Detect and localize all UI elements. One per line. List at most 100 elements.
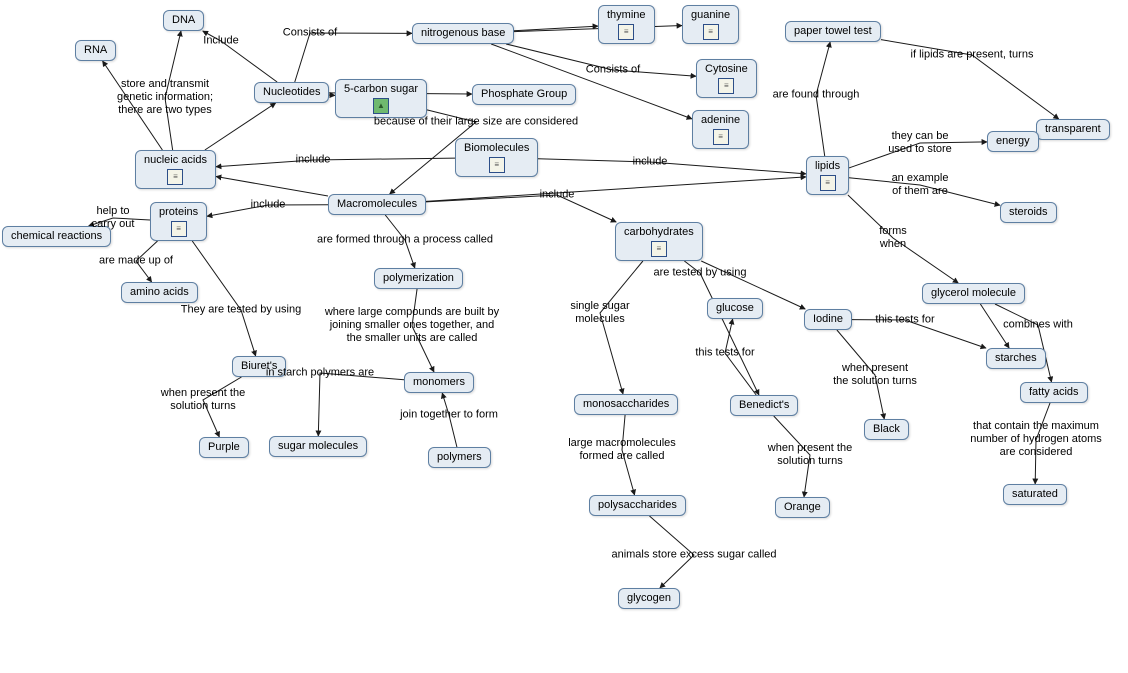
node-macromolecules[interactable]: Macromolecules	[328, 194, 426, 215]
document-icon[interactable]: ≡	[713, 129, 729, 145]
node-lipids[interactable]: lipids≡	[806, 156, 849, 195]
edge-label: this tests for	[875, 313, 934, 326]
edge-nitro_base-to-cytosine	[506, 44, 696, 76]
node-chem_react[interactable]: chemical reactions	[2, 226, 111, 247]
node-label: Nucleotides	[263, 86, 320, 99]
edge-macromolecules-to-proteins	[207, 205, 328, 217]
node-cytosine[interactable]: Cytosine≡	[696, 59, 757, 98]
edge-label: They are tested by using	[181, 303, 301, 316]
document-icon[interactable]: ≡	[651, 241, 667, 257]
edge-benedicts-to-orange	[774, 416, 810, 497]
edge-nucleic-to-rna	[103, 61, 163, 150]
edge-biomolecules-to-nucleic	[216, 158, 455, 167]
node-starches[interactable]: starches	[986, 348, 1046, 369]
document-icon[interactable]: ≡	[167, 169, 183, 185]
document-icon[interactable]: ≡	[703, 24, 719, 40]
node-label: Black	[873, 423, 900, 436]
edge-carbohydrates-to-monosacc	[600, 261, 643, 394]
edge-lipids-to-paper_towel	[816, 42, 830, 156]
node-biurets[interactable]: Biuret's	[232, 356, 286, 377]
node-nucleic[interactable]: nucleic acids≡	[135, 150, 216, 189]
node-label: Orange	[784, 501, 821, 514]
edge-label: when present the solution turns	[768, 442, 852, 468]
node-transparent[interactable]: transparent	[1036, 119, 1110, 140]
document-icon[interactable]: ≡	[489, 157, 505, 173]
node-glycogen[interactable]: glycogen	[618, 588, 680, 609]
node-rna[interactable]: RNA	[75, 40, 116, 61]
node-glycerol[interactable]: glycerol molecule	[922, 283, 1025, 304]
node-label: glycerol molecule	[931, 287, 1016, 300]
node-label: monosaccharides	[583, 398, 669, 411]
edge-benedicts-to-glucose	[725, 319, 756, 395]
edge-nitro_base-to-thymine	[514, 26, 598, 31]
edge-label: Consists of	[586, 63, 640, 76]
node-carbohydrates[interactable]: carbohydrates≡	[615, 222, 703, 261]
node-purple[interactable]: Purple	[199, 437, 249, 458]
node-orange[interactable]: Orange	[775, 497, 830, 518]
node-thymine[interactable]: thymine ≡	[598, 5, 655, 44]
node-label: thymine	[607, 9, 646, 22]
node-nucleotides[interactable]: Nucleotides	[254, 82, 329, 103]
node-label: nitrogenous base	[421, 27, 505, 40]
node-amino_acids[interactable]: amino acids	[121, 282, 198, 303]
node-polymers[interactable]: polymers	[428, 447, 491, 468]
edge-iodine-to-starches	[852, 320, 986, 348]
document-icon[interactable]: ≡	[820, 175, 836, 191]
edge-label: if lipids are present, turns	[911, 48, 1034, 61]
node-label: proteins	[159, 206, 198, 219]
edge-polymers-to-monomers	[442, 393, 457, 447]
edge-lipids-to-steroids	[849, 178, 1000, 206]
node-black[interactable]: Black	[864, 419, 909, 440]
document-icon[interactable]: ≡	[171, 221, 187, 237]
edge-label: include	[633, 155, 668, 168]
node-label: Iodine	[813, 313, 843, 326]
node-adenine[interactable]: adenine≡	[692, 110, 749, 149]
edge-label: an example of them are	[892, 172, 949, 198]
edge-label: Include	[203, 34, 238, 47]
node-label: polymerization	[383, 272, 454, 285]
node-polymerization[interactable]: polymerization	[374, 268, 463, 289]
document-icon[interactable]: ≡	[718, 78, 734, 94]
edge-iodine-to-black	[837, 330, 884, 419]
node-paper_towel[interactable]: paper towel test	[785, 21, 881, 42]
image-icon[interactable]: ▲	[373, 98, 389, 114]
node-sugar_mol[interactable]: sugar molecules	[269, 436, 367, 457]
node-iodine[interactable]: Iodine	[804, 309, 852, 330]
edge-nucleotides-to-nitro_base	[295, 33, 412, 82]
edge-label: forms when	[879, 225, 907, 251]
node-monomers[interactable]: monomers	[404, 372, 474, 393]
node-proteins[interactable]: proteins ≡	[150, 202, 207, 241]
node-dna[interactable]: DNA	[163, 10, 204, 31]
edge-paper_towel-to-transparent	[881, 40, 1059, 119]
edge-label: are formed through a process called	[317, 233, 493, 246]
edge-label: are made up of	[99, 254, 173, 267]
node-label: DNA	[172, 14, 195, 27]
edge-label: store and transmit genetic information; …	[117, 78, 213, 118]
node-steroids[interactable]: steroids	[1000, 202, 1057, 223]
node-polysacc[interactable]: polysaccharides	[589, 495, 686, 516]
node-guanine[interactable]: guanine≡	[682, 5, 739, 44]
edge-label: include	[251, 198, 286, 211]
node-monosacc[interactable]: monosaccharides	[574, 394, 678, 415]
edge-lipids-to-glycerol	[848, 195, 958, 283]
node-label: glucose	[716, 302, 754, 315]
node-five_c_sugar[interactable]: 5-carbon sugar ▲	[335, 79, 427, 118]
node-energy[interactable]: energy	[987, 131, 1039, 152]
node-nitro_base[interactable]: nitrogenous base	[412, 23, 514, 44]
node-label: Phosphate Group	[481, 88, 567, 101]
node-saturated[interactable]: saturated	[1003, 484, 1067, 505]
node-glucose[interactable]: glucose	[707, 298, 763, 319]
node-fatty_acids[interactable]: fatty acids	[1020, 382, 1088, 403]
document-icon[interactable]: ≡	[618, 24, 634, 40]
node-label: 5-carbon sugar	[344, 83, 418, 96]
edge-macromolecules-to-nucleic	[216, 177, 328, 196]
edge-nitro_base-to-adenine	[491, 44, 692, 119]
node-phos_group[interactable]: Phosphate Group	[472, 84, 576, 105]
edge-label: combines with	[1003, 318, 1073, 331]
node-label: steroids	[1009, 206, 1048, 219]
node-benedicts[interactable]: Benedict's	[730, 395, 798, 416]
node-biomolecules[interactable]: Biomolecules≡	[455, 138, 538, 177]
edge-proteins-to-chem_react	[89, 218, 150, 226]
edge-label: are found through	[773, 88, 860, 101]
edge-nucleotides-to-dna	[203, 31, 277, 82]
